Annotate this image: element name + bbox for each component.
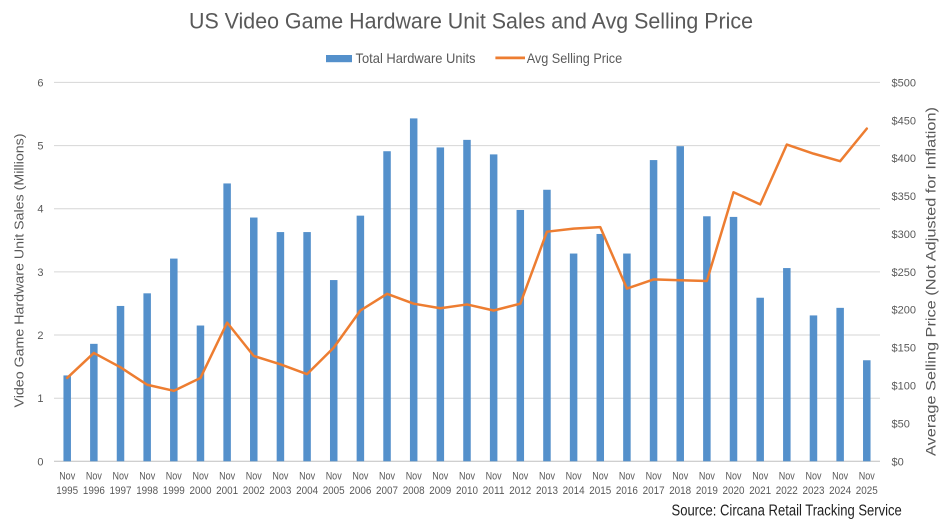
svg-text:2011: 2011	[483, 485, 505, 497]
svg-text:US Video Game Hardware Unit Sa: US Video Game Hardware Unit Sales and Av…	[189, 8, 753, 33]
svg-text:Nov: Nov	[806, 470, 822, 482]
svg-text:2025: 2025	[856, 485, 878, 497]
svg-text:2003: 2003	[269, 485, 291, 497]
svg-text:2023: 2023	[803, 485, 825, 497]
svg-text:$250: $250	[892, 267, 916, 279]
svg-text:Nov: Nov	[512, 470, 528, 482]
svg-text:2009: 2009	[429, 485, 451, 497]
svg-text:1999: 1999	[163, 485, 185, 497]
svg-text:6: 6	[37, 77, 43, 89]
svg-text:Nov: Nov	[139, 470, 155, 482]
svg-text:2017: 2017	[643, 485, 665, 497]
svg-text:2007: 2007	[376, 485, 398, 497]
svg-text:Average Selling Price (Not Adj: Average Selling Price (Not Adjusted for …	[923, 107, 939, 456]
svg-text:2004: 2004	[296, 485, 318, 497]
svg-text:$150: $150	[892, 343, 916, 355]
svg-text:Nov: Nov	[246, 470, 262, 482]
svg-text:2012: 2012	[509, 485, 531, 497]
svg-text:2024: 2024	[829, 485, 851, 497]
svg-text:2000: 2000	[190, 485, 212, 497]
svg-text:Nov: Nov	[859, 470, 875, 482]
svg-text:2001: 2001	[216, 485, 238, 497]
svg-text:Nov: Nov	[432, 470, 448, 482]
svg-text:$350: $350	[892, 191, 916, 203]
svg-text:$500: $500	[892, 77, 916, 89]
svg-text:Nov: Nov	[406, 470, 422, 482]
svg-text:Nov: Nov	[272, 470, 288, 482]
svg-text:Nov: Nov	[752, 470, 768, 482]
svg-text:Video Game Hardware Unit Sales: Video Game Hardware Unit Sales (Millions…	[12, 134, 27, 408]
svg-text:0: 0	[37, 456, 43, 468]
svg-text:2002: 2002	[243, 485, 265, 497]
svg-text:2016: 2016	[616, 485, 638, 497]
svg-text:Nov: Nov	[326, 470, 342, 482]
svg-text:2010: 2010	[456, 485, 478, 497]
svg-text:4: 4	[37, 204, 43, 216]
svg-text:$50: $50	[892, 418, 910, 430]
svg-text:Nov: Nov	[86, 470, 102, 482]
svg-text:2015: 2015	[589, 485, 611, 497]
svg-text:Nov: Nov	[59, 470, 75, 482]
svg-text:Source: Circana Retail Trackin: Source: Circana Retail Tracking Service	[672, 503, 902, 520]
svg-text:Nov: Nov	[539, 470, 555, 482]
svg-text:Nov: Nov	[672, 470, 688, 482]
svg-text:Nov: Nov	[113, 470, 129, 482]
svg-text:Nov: Nov	[459, 470, 475, 482]
svg-text:1: 1	[37, 393, 43, 405]
svg-text:2013: 2013	[536, 485, 558, 497]
svg-text:5: 5	[37, 141, 43, 153]
svg-text:1998: 1998	[136, 485, 158, 497]
svg-text:1997: 1997	[110, 485, 132, 497]
svg-text:Nov: Nov	[166, 470, 182, 482]
svg-text:Nov: Nov	[379, 470, 395, 482]
svg-text:2020: 2020	[723, 485, 745, 497]
svg-text:Nov: Nov	[352, 470, 368, 482]
svg-text:Nov: Nov	[299, 470, 315, 482]
svg-text:Nov: Nov	[219, 470, 235, 482]
svg-text:1996: 1996	[83, 485, 105, 497]
svg-text:2008: 2008	[403, 485, 425, 497]
svg-text:$100: $100	[892, 381, 916, 393]
svg-text:Nov: Nov	[646, 470, 662, 482]
svg-text:Nov: Nov	[619, 470, 635, 482]
svg-text:$400: $400	[892, 153, 916, 165]
svg-text:$200: $200	[892, 305, 916, 317]
svg-text:2019: 2019	[696, 485, 718, 497]
svg-text:2005: 2005	[323, 485, 345, 497]
svg-text:1995: 1995	[56, 485, 78, 497]
svg-text:2006: 2006	[349, 485, 371, 497]
svg-text:Nov: Nov	[592, 470, 608, 482]
svg-text:Nov: Nov	[193, 470, 209, 482]
svg-text:2022: 2022	[776, 485, 798, 497]
svg-text:Nov: Nov	[726, 470, 742, 482]
svg-text:2018: 2018	[669, 485, 691, 497]
svg-text:Nov: Nov	[566, 470, 582, 482]
svg-text:$450: $450	[892, 115, 916, 127]
svg-text:2021: 2021	[749, 485, 771, 497]
svg-text:Nov: Nov	[779, 470, 795, 482]
svg-text:$0: $0	[892, 456, 904, 468]
svg-text:2014: 2014	[563, 485, 585, 497]
svg-text:Avg Selling Price: Avg Selling Price	[527, 50, 623, 66]
svg-text:Total Hardware Units: Total Hardware Units	[356, 50, 476, 66]
svg-text:Nov: Nov	[486, 470, 502, 482]
svg-text:$300: $300	[892, 229, 916, 241]
svg-text:Nov: Nov	[832, 470, 848, 482]
svg-text:Nov: Nov	[699, 470, 715, 482]
svg-text:2: 2	[37, 330, 43, 342]
svg-text:3: 3	[37, 267, 43, 279]
